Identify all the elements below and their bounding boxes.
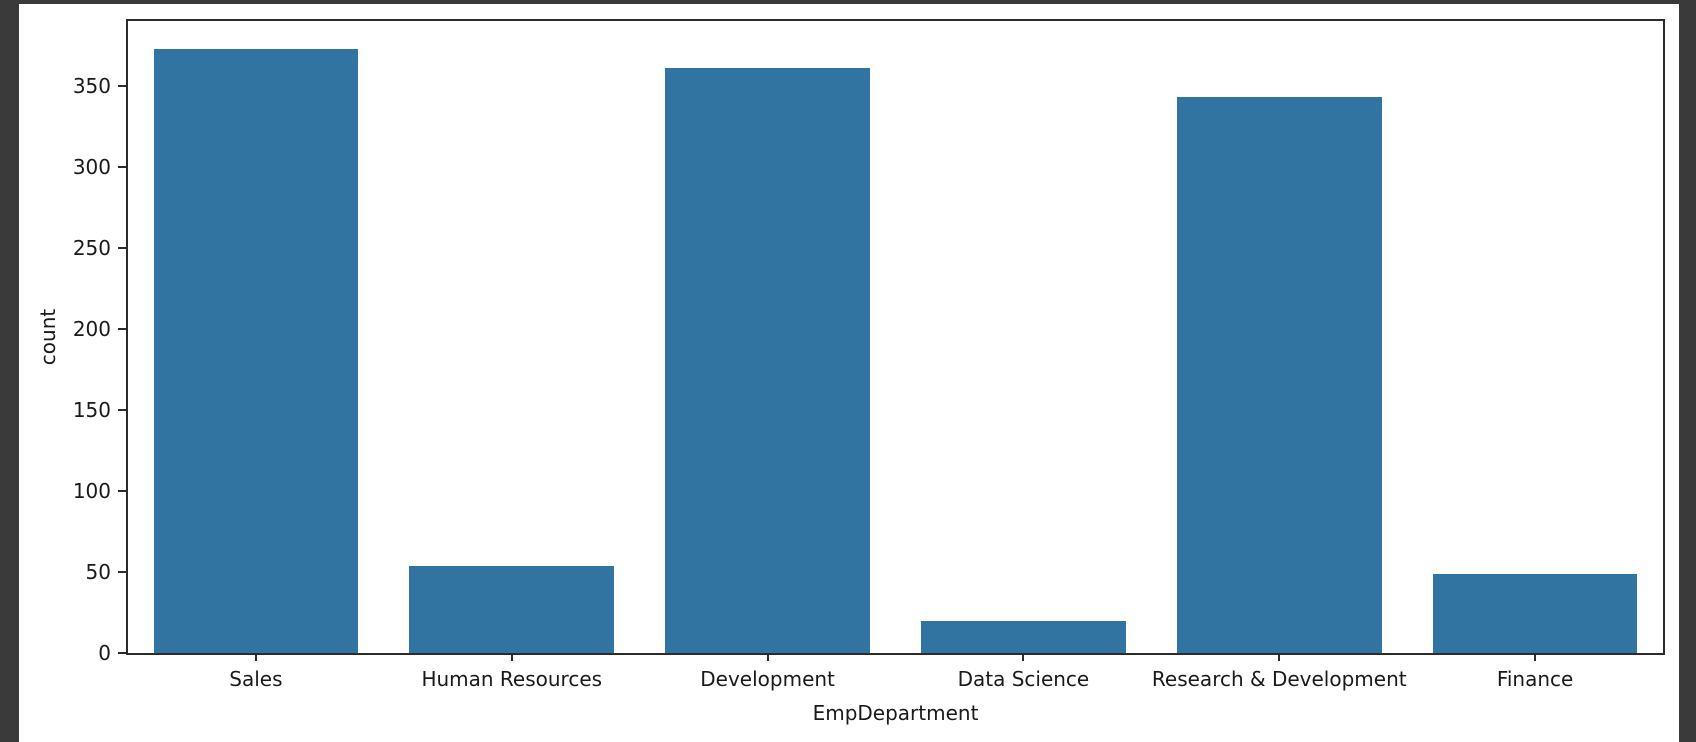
y-tick-mark: [118, 408, 126, 411]
bar-finance: [1432, 573, 1638, 653]
window-right-border: [1679, 0, 1696, 742]
y-tick-label: 300: [72, 154, 111, 179]
axes-frame: [126, 19, 1665, 655]
bar-research-development: [1176, 97, 1382, 653]
bar-chart: 0 50 100 150 200 250 300 350 Sales Human Resourc…: [36, 19, 1665, 725]
y-tick-label: 0: [98, 641, 111, 665]
x-tick-mark: [1278, 653, 1281, 661]
x-tick-label: Sales: [229, 667, 283, 691]
x-tick-mark: [1534, 653, 1537, 661]
bar-sales: [153, 48, 359, 653]
bar-human-resources: [409, 565, 615, 653]
y-tick-label: 350: [72, 73, 111, 98]
y-tick-label: 150: [72, 397, 111, 422]
x-tick-label: Finance: [1496, 667, 1574, 691]
y-tick-mark: [118, 489, 126, 492]
y-tick-label: 200: [72, 316, 111, 341]
x-tick-mark: [510, 653, 513, 661]
x-tick-label: Human Resources: [421, 667, 603, 691]
y-tick-label: 50: [85, 559, 111, 584]
x-tick-label: Data Science: [957, 667, 1090, 691]
window-left-border: [0, 0, 19, 742]
y-tick-mark: [118, 84, 126, 87]
y-tick-mark: [118, 570, 126, 573]
y-tick-mark: [118, 652, 126, 654]
bar-development: [665, 68, 870, 653]
y-tick-mark: [118, 165, 126, 168]
x-tick-mark: [1022, 653, 1025, 661]
y-tick-mark: [118, 246, 126, 249]
y-axis-title: count: [36, 308, 60, 366]
x-tick-label: Research & Development: [1151, 667, 1407, 691]
x-tick-label: Development: [700, 667, 835, 691]
window-top-border: [0, 0, 1696, 4]
x-axis-title: EmpDepartment: [812, 701, 979, 725]
x-tick-mark: [766, 653, 769, 661]
y-tick-mark: [118, 327, 126, 330]
y-tick-label: 100: [72, 478, 111, 503]
y-tick-label: 250: [72, 235, 111, 260]
x-tick-mark: [254, 653, 257, 661]
bar-data-science: [921, 620, 1126, 653]
